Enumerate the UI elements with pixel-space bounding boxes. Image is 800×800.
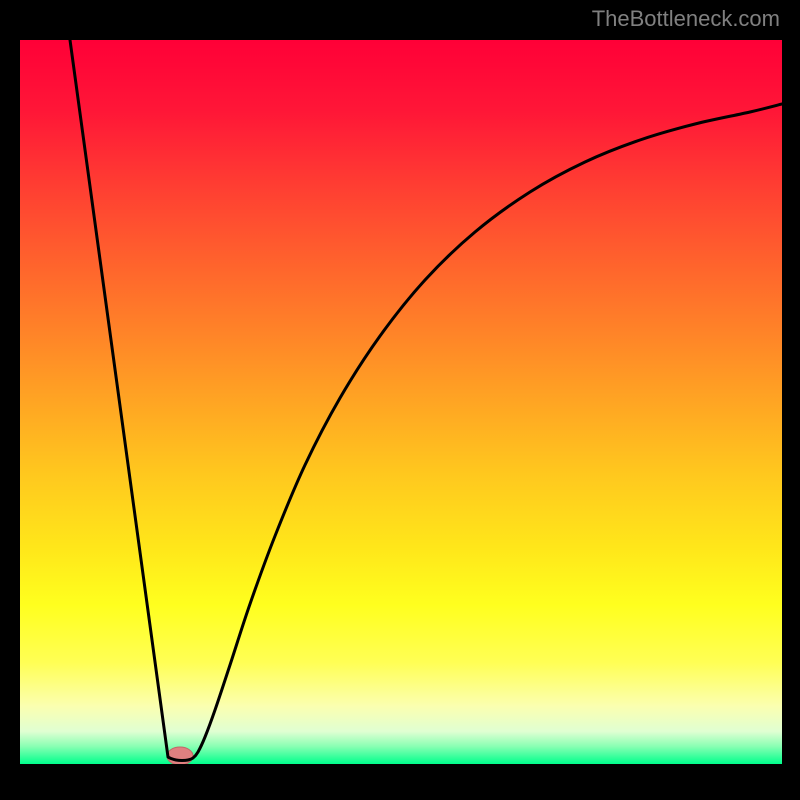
plot-area bbox=[20, 40, 782, 764]
chart-container: TheBottleneck.com bbox=[0, 0, 800, 800]
bottleneck-curve bbox=[20, 40, 782, 764]
curve-path bbox=[70, 40, 782, 761]
attribution-text: TheBottleneck.com bbox=[592, 6, 780, 32]
